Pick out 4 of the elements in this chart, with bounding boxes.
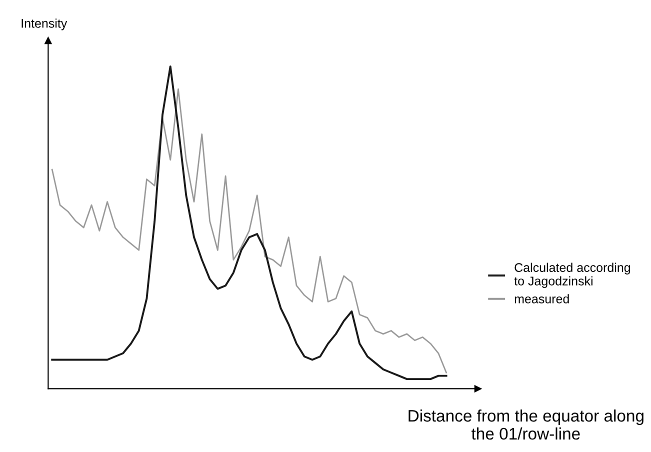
y-axis-title: Intensity [22,18,68,30]
x-axis-title: Distance from the equator along the 01/row-line [408,409,644,440]
legend-label: Calculated according to Jagodzinski [514,262,630,288]
legend-label: measured [514,294,569,304]
